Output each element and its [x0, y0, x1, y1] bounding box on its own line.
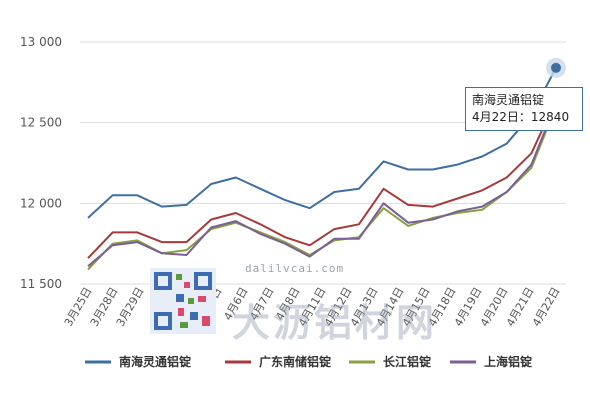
tooltip-value: 4月22日：12840	[472, 110, 570, 124]
legend-label: 上海铝锭	[484, 354, 532, 369]
highlight-marker	[546, 57, 566, 78]
legend-label: 南海灵通铝锭	[119, 354, 191, 369]
series-line-4	[87, 102, 557, 268]
series-line-2	[87, 99, 557, 259]
y-tick-label: 13 000	[20, 35, 62, 49]
legend-label: 广东南储铝锭	[259, 354, 331, 369]
highlight-point	[551, 62, 561, 73]
chart-tooltip: 南海灵通铝锭 4月22日：12840	[465, 87, 583, 131]
y-tick-label: 11 500	[20, 277, 62, 291]
y-axis-ticks: 11 500 12 000 12 500 13 000	[20, 35, 62, 291]
y-tick-label: 12 500	[20, 116, 62, 130]
y-tick-label: 12 000	[20, 196, 62, 210]
watermark-url: dalilvcai.com	[245, 262, 345, 275]
qr-code-icon	[150, 268, 216, 334]
legend-label: 长江铝锭	[383, 354, 431, 369]
tooltip-series: 南海灵通铝锭	[472, 93, 545, 107]
watermark-brand: 大沥铝材网	[232, 301, 438, 345]
legend: 南海灵通铝锭 广东南储铝锭 长江铝锭 上海铝锭	[85, 354, 532, 369]
grid-lines	[80, 41, 566, 285]
series-line-1	[87, 67, 557, 219]
series-lines	[87, 67, 557, 271]
